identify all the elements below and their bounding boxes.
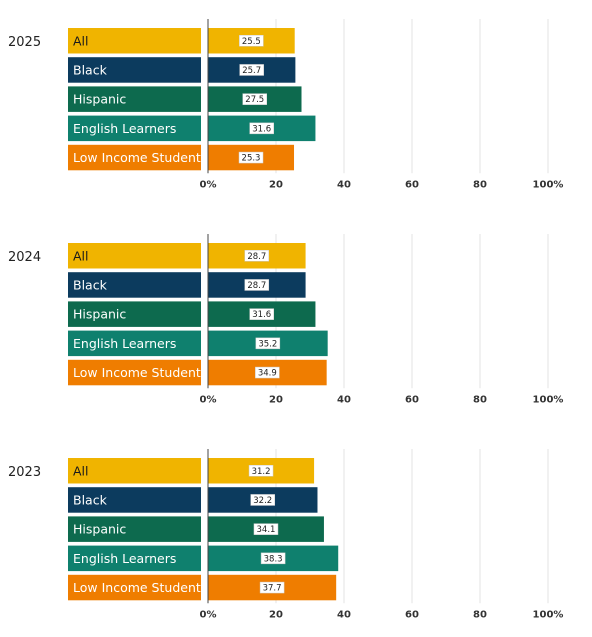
category-box [68, 458, 201, 484]
data-label: 37.7 [263, 584, 282, 594]
tick-label: 100% [533, 394, 564, 405]
panel-title: 2025 [8, 35, 41, 50]
tick-label: 80 [473, 394, 487, 405]
tick-label: 0% [200, 394, 217, 405]
data-label-box [255, 366, 280, 379]
category-label: All [73, 248, 89, 263]
data-label-box [259, 581, 285, 594]
category-box [68, 115, 201, 142]
tick-label: 60 [405, 179, 419, 190]
category-label: Low Income Students [73, 365, 207, 380]
data-label: 27.5 [245, 95, 264, 105]
tick-label: 20 [269, 179, 283, 190]
tick-label: 80 [473, 179, 487, 190]
data-label: 28.7 [247, 252, 266, 262]
category-box [68, 28, 201, 54]
data-label: 31.6 [252, 310, 271, 320]
panel-2023: 2023 All 31.2 Black 32.2 Hispanic 34.1 English … [8, 449, 563, 620]
category-box [68, 243, 201, 269]
data-label: 31.2 [252, 467, 271, 477]
category-box [68, 516, 201, 542]
tick-label: 40 [337, 179, 351, 190]
category-box [68, 301, 201, 327]
category-box [68, 487, 201, 513]
panel-title: 2023 [8, 465, 41, 480]
data-label-box [242, 93, 267, 105]
tick-label: 40 [337, 609, 351, 620]
category-label: English Learners [73, 121, 176, 136]
tick-label: 80 [473, 609, 487, 620]
data-label-box [253, 523, 279, 535]
tick-label: 0% [200, 179, 217, 190]
data-label: 34.9 [258, 369, 277, 379]
tick-label: 20 [269, 609, 283, 620]
category-box [68, 545, 201, 572]
data-label-box [255, 337, 281, 350]
category-box [68, 272, 201, 298]
category-label: All [73, 33, 89, 48]
data-label-box [250, 494, 275, 506]
data-label: 25.5 [242, 37, 261, 47]
category-box [68, 574, 201, 601]
data-label: 31.6 [252, 124, 271, 134]
category-label: Low Income Students [73, 580, 207, 595]
category-label: Hispanic [73, 92, 126, 107]
category-box [68, 359, 201, 386]
data-label-box [260, 552, 286, 565]
category-box [68, 330, 201, 357]
data-label-box [244, 250, 270, 262]
category-label: All [73, 463, 89, 478]
data-label-box [238, 151, 264, 164]
data-label: 38.3 [264, 554, 283, 564]
category-label: Hispanic [73, 307, 126, 322]
category-label: Hispanic [73, 522, 126, 537]
data-label: 35.2 [258, 339, 277, 349]
data-label-box [249, 308, 274, 320]
data-label: 28.7 [247, 281, 266, 291]
tick-label: 20 [269, 394, 283, 405]
panel-2025: 2025 All 25.5 Black 25.7 Hispanic 27.5 English … [8, 19, 563, 190]
data-label: 25.3 [242, 154, 261, 164]
category-label: Low Income Students [73, 150, 207, 165]
tick-label: 60 [405, 394, 419, 405]
data-label-box [248, 465, 274, 477]
tick-label: 0% [200, 609, 217, 620]
data-label: 32.2 [253, 496, 272, 506]
category-label: English Learners [73, 336, 176, 351]
data-label-box [244, 279, 270, 291]
tick-label: 100% [533, 609, 564, 620]
tick-label: 100% [533, 179, 564, 190]
category-label: Black [73, 277, 108, 292]
data-label-box [239, 64, 264, 76]
category-label: Black [73, 492, 108, 507]
category-box [68, 57, 201, 83]
data-label-box [239, 35, 264, 47]
category-label: English Learners [73, 551, 176, 566]
panel-2024: 2024 All 28.7 Black 28.7 Hispanic 31.6 English … [8, 234, 563, 405]
tick-label: 40 [337, 394, 351, 405]
data-label: 25.7 [242, 66, 261, 76]
category-label: Black [73, 62, 108, 77]
panel-title: 2024 [8, 250, 41, 265]
data-label: 34.1 [257, 525, 276, 535]
category-box [68, 144, 201, 171]
data-label-box [249, 122, 274, 135]
tick-label: 60 [405, 609, 419, 620]
category-box [68, 86, 201, 112]
